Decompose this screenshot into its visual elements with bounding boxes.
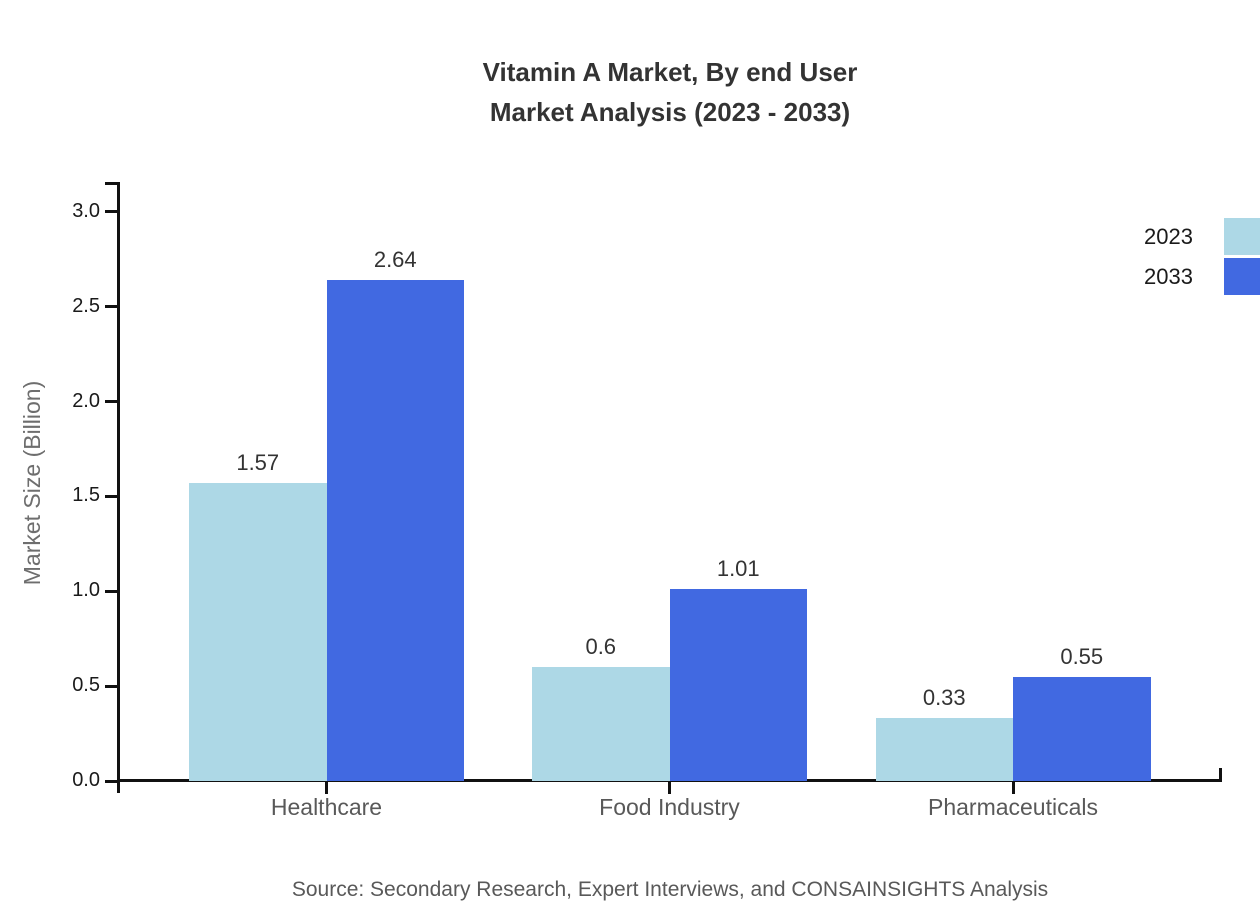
y-axis-tick (105, 684, 118, 688)
legend-label-2023: 2023 (1144, 223, 1193, 249)
value-label-2023-food-industry: 0.6 (585, 634, 617, 660)
legend-swatch-2033 (1224, 258, 1260, 295)
bar-2023-pharmaceuticals (875, 718, 1013, 781)
x-axis-end-cap (1219, 768, 1222, 782)
value-label-2023-pharmaceuticals: 0.33 (922, 685, 966, 711)
y-axis-tick-label: 1.5 (72, 484, 100, 507)
y-axis-tick (105, 589, 118, 593)
bar-2033-pharmaceuticals (1013, 676, 1151, 781)
bar-2023-healthcare (189, 483, 327, 781)
value-label-2033-pharmaceuticals: 0.55 (1060, 643, 1104, 669)
bar-2033-food-industry (669, 589, 807, 781)
legend-swatch-2023 (1224, 218, 1260, 255)
bar-2023-food-industry (532, 667, 670, 781)
x-axis-category-label: Food Industry (599, 794, 740, 820)
chart-title: Vitamin A Market, By end User Market Ana… (118, 52, 1222, 132)
x-axis-category-label: Pharmaceuticals (927, 794, 1099, 820)
y-axis-tick (105, 779, 118, 783)
value-label-2033-food-industry: 1.01 (716, 556, 760, 582)
y-axis-tick (105, 210, 118, 214)
y-axis-tick (105, 305, 118, 309)
x-axis-tick (325, 782, 328, 794)
y-axis-tick (105, 494, 118, 498)
chart-title-line2: Market Analysis (2023 - 2033) (489, 97, 851, 127)
y-axis-tick-label: 2.5 (72, 294, 100, 317)
legend-item-2033: 2033 (1144, 258, 1260, 295)
legend: 2023 2033 (1144, 218, 1260, 298)
source-note: Source: Secondary Research, Expert Inter… (291, 878, 1049, 901)
value-label-2023-healthcare: 1.57 (236, 450, 280, 476)
bar-2033-healthcare (326, 280, 464, 781)
y-axis-tick-label: 0.0 (72, 769, 100, 791)
y-axis-tick-label: 1.0 (72, 579, 100, 602)
y-axis-tick-label: 0.5 (72, 674, 100, 697)
y-axis-tick-label: 3.0 (72, 199, 100, 222)
y-axis-end-cap (105, 182, 120, 185)
x-axis-category-label: Healthcare (270, 794, 383, 820)
chart-title-line1: Vitamin A Market, By end User (482, 57, 858, 87)
x-axis-tick (668, 782, 671, 794)
y-axis-line (117, 182, 120, 793)
value-label-2033-healthcare: 2.64 (373, 247, 417, 273)
x-axis-tick (1011, 782, 1015, 794)
y-axis-tick-label: 2.0 (72, 389, 100, 412)
legend-item-2023: 2023 (1144, 218, 1260, 255)
y-axis-tick (105, 400, 118, 404)
legend-label-2033: 2033 (1144, 263, 1193, 289)
